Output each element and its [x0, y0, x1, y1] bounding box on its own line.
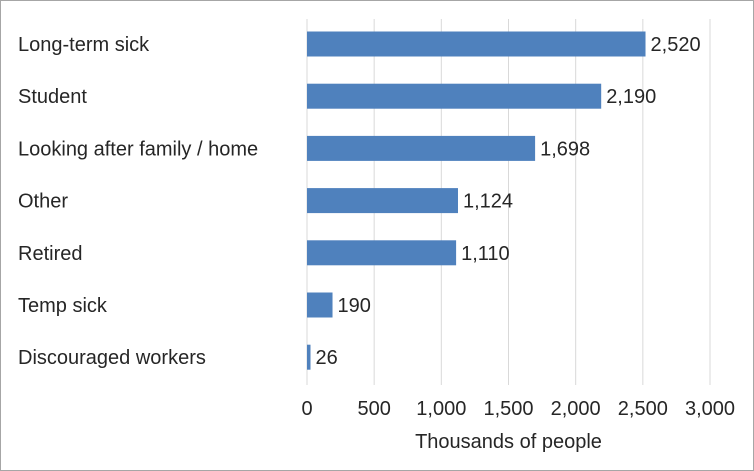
value-label: 26: [315, 347, 337, 369]
bar: [307, 240, 457, 266]
x-axis-title: Thousands of people: [415, 431, 602, 453]
category-label: Student: [18, 86, 87, 108]
bar: [307, 83, 602, 109]
value-label: 2,520: [651, 34, 701, 56]
value-label: 1,110: [461, 243, 510, 265]
value-label: 190: [338, 295, 371, 317]
category-labels: Long-term sick Student Looking after famil…: [18, 34, 258, 369]
value-labels: 2,520 2,190 1,698 1,124 1,110 190 26: [315, 34, 700, 369]
category-label: Looking after family / home: [18, 138, 258, 160]
bar: [307, 31, 646, 57]
value-label: 2,190: [606, 86, 656, 108]
x-tick-label: 2,000: [551, 398, 601, 420]
category-label: Other: [18, 191, 68, 213]
bar: [307, 292, 333, 318]
category-label: Temp sick: [18, 295, 108, 317]
x-tick-label: 1,500: [483, 398, 533, 420]
x-tick-label: 0: [301, 398, 312, 420]
x-tick-label: 1,000: [416, 398, 466, 420]
bar: [307, 188, 458, 214]
x-axis-ticks: 0 500 1,000 1,500 2,000 2,500 3,000: [301, 398, 735, 420]
value-label: 1,698: [540, 138, 590, 160]
bar: [307, 344, 311, 370]
bars: [307, 31, 646, 370]
x-tick-label: 2,500: [618, 398, 668, 420]
x-tick-label: 500: [357, 398, 390, 420]
bar: [307, 135, 536, 161]
x-tick-label: 3,000: [685, 398, 735, 420]
category-label: Retired: [18, 243, 82, 265]
value-label: 1,124: [463, 191, 513, 213]
category-label: Long-term sick: [18, 34, 150, 56]
category-label: Discouraged workers: [18, 347, 206, 369]
